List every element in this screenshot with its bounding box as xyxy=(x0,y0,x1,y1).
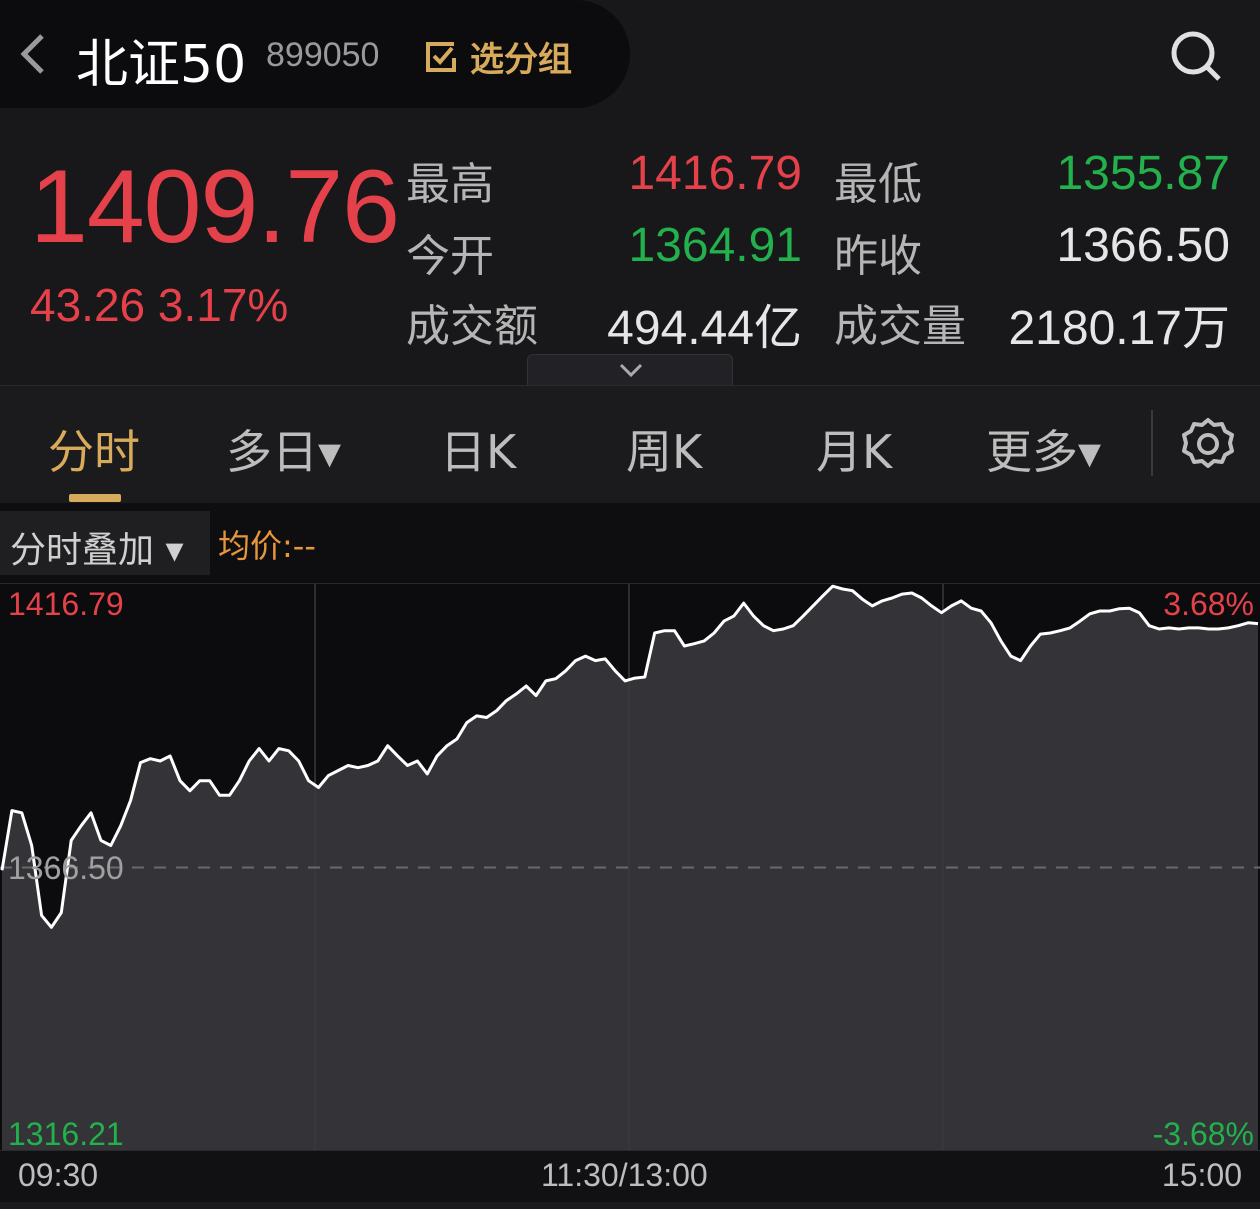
low-value: 1355.87 xyxy=(1056,147,1230,200)
high-value: 1416.79 xyxy=(628,147,802,200)
expand-quote-button[interactable] xyxy=(527,354,733,386)
turnover-label: 成交额 xyxy=(406,301,538,352)
volume-value: 2180.17万 xyxy=(1008,302,1230,355)
tab-multi-day[interactable]: 多日▾ xyxy=(226,425,342,479)
prev-close-label: 昨收 xyxy=(834,231,922,282)
y-label-bottom: 1316.21 xyxy=(8,1116,124,1152)
checkbox-icon xyxy=(426,41,456,72)
page-title: 北证50 xyxy=(76,35,247,95)
active-tab-indicator xyxy=(69,494,121,502)
change-percent: 3.17% xyxy=(157,279,289,331)
y-label-top: 1416.79 xyxy=(8,586,124,622)
y-label-mid: 1366.50 xyxy=(8,850,124,886)
tab-intraday[interactable]: 分时 xyxy=(48,425,140,479)
select-group-label: 选分组 xyxy=(470,40,572,80)
divider xyxy=(1151,410,1153,476)
tab-daily-k[interactable]: 日K xyxy=(440,425,517,479)
x-tick-close: 15:00 xyxy=(1161,1157,1242,1193)
average-price-label: 均价:-- xyxy=(218,527,316,565)
chevron-left-icon[interactable] xyxy=(14,30,54,78)
open-label: 今开 xyxy=(406,231,494,282)
x-tick-open: 09:30 xyxy=(18,1157,99,1193)
tab-more[interactable]: 更多▾ xyxy=(986,425,1102,479)
tab-monthly-k[interactable]: 月K xyxy=(816,425,893,479)
x-tick-midday: 11:30/13:00 xyxy=(541,1157,708,1193)
search-icon[interactable] xyxy=(1168,28,1224,84)
price-area xyxy=(2,586,1258,1151)
price-line xyxy=(0,584,1259,929)
prev-close-value: 1366.50 xyxy=(1056,219,1230,272)
header-bar: 北证50 899050 选分组 xyxy=(0,0,630,108)
chart-toolbar: 分时叠加 ▾ 均价:-- xyxy=(0,503,1260,583)
stock-code: 899050 xyxy=(266,36,380,74)
turnover-value: 494.44亿 xyxy=(607,302,802,355)
chart-tabs: 分时 多日▾ 日K 周K 月K 更多▾ xyxy=(0,385,1260,503)
chart-plot xyxy=(0,584,1260,1151)
change-value: 43.26 xyxy=(30,279,146,331)
x-axis: 09:30 11:30/13:00 15:00 xyxy=(0,1150,1260,1202)
open-value: 1364.91 xyxy=(628,219,802,272)
gear-icon[interactable] xyxy=(1180,416,1236,472)
intraday-chart[interactable]: 1416.79 1366.50 1316.21 3.68% -3.68% xyxy=(0,583,1260,1152)
pct-label-bottom: -3.68% xyxy=(1152,1116,1254,1152)
tab-weekly-k[interactable]: 周K xyxy=(626,425,703,479)
select-group-button[interactable]: 选分组 xyxy=(424,32,572,81)
low-label: 最低 xyxy=(834,159,922,210)
current-price: 1409.76 xyxy=(30,149,400,265)
chevron-down-icon xyxy=(619,363,643,377)
bottom-bar xyxy=(0,1202,1260,1209)
volume-label: 成交量 xyxy=(834,301,966,352)
pct-label-top: 3.68% xyxy=(1163,586,1254,622)
price-change: 43.26 3.17% xyxy=(30,278,288,332)
high-label: 最高 xyxy=(406,159,494,210)
overlay-dropdown[interactable]: 分时叠加 ▾ xyxy=(0,511,210,575)
